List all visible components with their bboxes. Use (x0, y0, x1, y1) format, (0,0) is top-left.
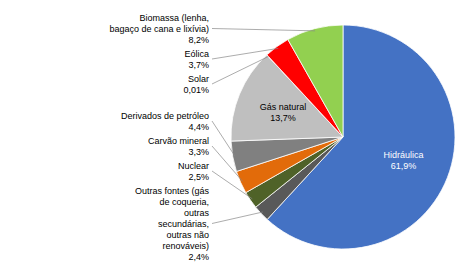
svg-text:Outras fontes (gásde coqueria,: Outras fontes (gásde coqueria,outrassecu… (135, 186, 210, 262)
svg-text:Hidráulica61,9%: Hidráulica61,9% (384, 150, 424, 171)
svg-text:Carvão mineral3,3%: Carvão mineral3,3% (148, 136, 209, 157)
svg-text:Nuclear2,5%: Nuclear2,5% (178, 161, 209, 182)
svg-text:Derivados de petróleo4,4%: Derivados de petróleo4,4% (121, 111, 209, 132)
svg-text:Biomassa (lenha,bagaço de cana: Biomassa (lenha,bagaço de cana e lixívia… (109, 13, 209, 45)
svg-text:Solar0,01%: Solar0,01% (183, 74, 209, 95)
svg-text:Eólica3,7%: Eólica3,7% (184, 49, 209, 70)
svg-text:Gás natural13,7%: Gás natural13,7% (260, 102, 307, 123)
